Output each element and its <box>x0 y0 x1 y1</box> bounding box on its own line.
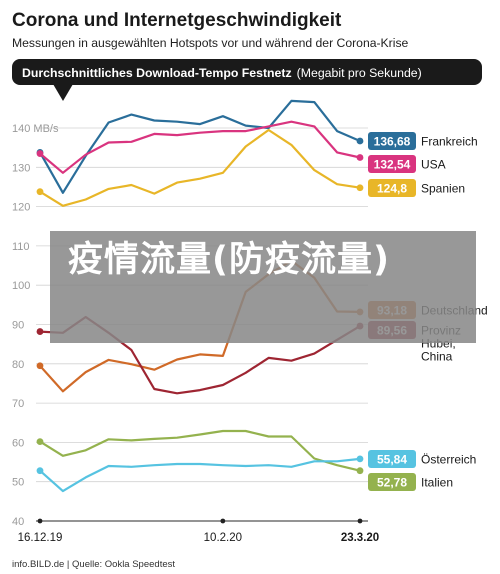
series-endpoint <box>356 137 364 145</box>
y-tick-label: 120 <box>12 202 30 214</box>
x-tick-label: 23.3.20 <box>341 532 379 544</box>
y-tick-label: 40 <box>12 516 24 528</box>
source-credit: info.BILD.de | Quelle: Ookla Speedtest <box>12 559 175 570</box>
x-tick-marker <box>220 518 226 524</box>
legend-value-label: 132,54 <box>374 158 411 172</box>
series-endpoint <box>36 438 44 446</box>
x-axis: 16.12.19 10.2.20 23.3.20 <box>18 518 379 544</box>
legend-series-name: China <box>421 350 453 364</box>
legend-value-label: 124,8 <box>377 182 407 196</box>
legend-value-badge <box>368 473 416 491</box>
banner-pointer <box>53 84 73 101</box>
legend-series-name: Spanien <box>421 182 465 196</box>
series-lines <box>36 99 364 493</box>
series-line <box>39 99 361 194</box>
legend-value-label: 55,84 <box>377 453 407 467</box>
banner: Durchschnittliches Download-Tempo Festne… <box>12 59 482 101</box>
y-tick-label: 130 <box>12 162 30 174</box>
series-endpoint <box>36 362 44 370</box>
x-tick-label: 10.2.20 <box>204 532 242 544</box>
y-tick-label: 140 MB/s <box>12 123 59 135</box>
y-tick-label: 100 <box>12 280 30 292</box>
series-endpoint <box>36 467 44 475</box>
legend-series-name: Italien <box>421 476 453 490</box>
legend-series-name: USA <box>421 158 446 172</box>
x-tick-marker <box>357 518 363 524</box>
series-endpoint <box>356 467 364 475</box>
series-line <box>39 120 361 174</box>
y-tick-label: 70 <box>12 398 24 410</box>
x-tick-marker <box>37 518 43 524</box>
banner-label: Durchschnittliches Download-Tempo Festne… <box>22 66 422 80</box>
legend-series-name: Österreich <box>421 453 476 467</box>
legend-value-label: 52,78 <box>377 476 407 490</box>
banner-background <box>12 59 482 85</box>
y-axis-ticks: 40 50 60 70 80 90 100 110 120 130 140 MB/s <box>12 123 59 528</box>
series-endpoint <box>36 328 44 335</box>
legend-series-name: Frankreich <box>421 135 478 149</box>
legend-value-badge <box>368 155 416 173</box>
series-endpoint <box>36 150 44 157</box>
chart-title: Corona und Internetgeschwindigkeit <box>12 10 342 31</box>
legend-value-badge <box>368 450 416 468</box>
y-tick-label: 80 <box>12 359 24 371</box>
y-tick-label: 60 <box>12 437 24 449</box>
series-endpoint <box>36 188 44 196</box>
legend-value-badge <box>368 132 416 150</box>
series-line <box>39 457 361 493</box>
y-tick-label: 110 <box>12 241 30 253</box>
y-tick-label: 90 <box>12 320 24 332</box>
series-line <box>39 429 361 472</box>
series-line <box>39 128 361 207</box>
watermark-overlay <box>50 231 476 343</box>
banner-label-unit: (Megabit pro Sekunde) <box>297 66 422 80</box>
banner-label-bold: Durchschnittliches Download-Tempo Festne… <box>22 66 292 80</box>
series-endpoint <box>356 154 364 161</box>
watermark-text: 疫情流量(防疫流量) <box>68 240 390 280</box>
x-tick-label: 16.12.19 <box>18 532 63 544</box>
legend-value-label: 136,68 <box>374 135 411 149</box>
legend-value-badge <box>368 179 416 197</box>
chart-subtitle: Messungen in ausgewählten Hotspots vor u… <box>12 36 409 50</box>
series-endpoint <box>356 184 364 192</box>
series-endpoint <box>356 455 364 463</box>
y-tick-label: 50 <box>12 477 24 489</box>
